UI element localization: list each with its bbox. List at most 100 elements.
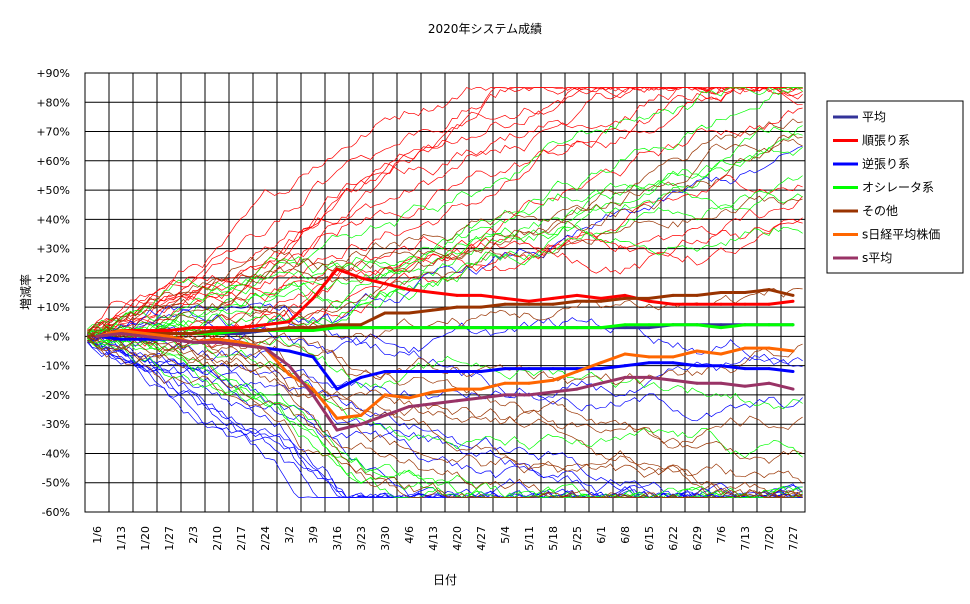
series-point — [215, 340, 219, 344]
series-point — [743, 323, 747, 327]
series-point — [215, 331, 219, 335]
series-point — [503, 296, 507, 300]
background-system-line — [87, 330, 803, 498]
x-tick-label: 5/11 — [523, 526, 536, 551]
legend-label: 順張り系 — [862, 134, 910, 148]
series-point — [551, 302, 555, 306]
series-point — [791, 299, 795, 303]
series-point — [599, 296, 603, 300]
series-point — [479, 387, 483, 391]
background-system-lines — [87, 87, 803, 498]
series-point — [167, 331, 171, 335]
series-point — [431, 402, 435, 406]
series-point — [503, 367, 507, 371]
background-system-line — [87, 87, 803, 331]
x-tick-label: 7/13 — [739, 526, 752, 551]
series-point — [575, 326, 579, 330]
series-point — [527, 393, 531, 397]
series-point — [167, 329, 171, 333]
series-point — [287, 372, 291, 376]
x-tick-label: 5/18 — [547, 526, 560, 551]
background-system-line — [87, 334, 803, 498]
series-point — [335, 387, 339, 391]
legend-label: s平均 — [862, 251, 892, 265]
x-tick-label: 1/6 — [91, 526, 104, 544]
series-point — [239, 329, 243, 333]
series-point — [431, 291, 435, 294]
y-tick-label: +90% — [36, 67, 70, 80]
y-tick-label: +0% — [43, 330, 70, 343]
background-system-line — [87, 335, 803, 498]
series-point — [407, 326, 411, 330]
y-tick-label: +60% — [36, 155, 70, 168]
series-point — [647, 375, 651, 379]
series-point — [695, 302, 699, 306]
series-point — [455, 305, 459, 309]
series-point — [335, 326, 339, 330]
grid — [85, 73, 805, 512]
series-point — [167, 334, 171, 338]
series-point — [143, 334, 147, 338]
series-point — [215, 326, 219, 330]
series-point — [335, 416, 339, 420]
series-point — [671, 293, 675, 297]
x-tick-label: 4/6 — [403, 526, 416, 544]
series-point — [335, 267, 339, 271]
series-point — [551, 390, 555, 394]
series-point — [215, 337, 219, 341]
series-point — [695, 364, 699, 368]
series-point — [527, 381, 531, 385]
series-point — [431, 308, 435, 312]
series-point — [383, 393, 387, 397]
series-point — [623, 364, 627, 368]
series-point — [479, 305, 483, 309]
series-point — [503, 381, 507, 385]
series-point — [383, 311, 387, 315]
series-point — [431, 326, 435, 330]
series-point — [191, 326, 195, 330]
background-system-line — [87, 334, 803, 459]
series-point — [335, 428, 339, 432]
series-point — [143, 331, 147, 335]
series-point — [791, 323, 795, 327]
series-point — [215, 329, 219, 333]
series-point — [719, 326, 723, 330]
legend-label: その他 — [862, 204, 898, 218]
series-point — [359, 413, 363, 417]
y-axis-label: 増減率 — [18, 274, 33, 310]
series-point — [575, 293, 579, 297]
x-tick-label: 7/6 — [715, 526, 728, 544]
series-point — [551, 296, 555, 300]
x-tick-label: 3/2 — [283, 526, 296, 544]
y-tick-label: +40% — [36, 213, 70, 226]
series-point — [119, 329, 123, 333]
series-point — [695, 381, 699, 385]
series-point — [791, 387, 795, 391]
y-tick-label: -20% — [42, 389, 70, 402]
x-tick-label: 6/29 — [691, 526, 704, 551]
x-tick-label: 4/27 — [475, 526, 488, 551]
series-point — [575, 387, 579, 391]
series-point — [287, 326, 291, 330]
series-point — [311, 355, 315, 359]
x-tick-label: 2/3 — [187, 526, 200, 544]
series-point — [263, 323, 267, 327]
series-point — [383, 282, 387, 286]
series-point — [359, 326, 363, 330]
chart-title: 2020年システム成績 — [428, 22, 542, 36]
x-tick-label: 2/24 — [259, 526, 272, 551]
y-tick-label: +80% — [36, 96, 70, 109]
series-line — [96, 267, 794, 338]
series-point — [383, 413, 387, 417]
series-point — [479, 293, 483, 297]
series-point — [575, 299, 579, 303]
x-tick-label: 5/4 — [499, 526, 512, 544]
series-point — [599, 299, 603, 303]
series-point — [695, 293, 699, 297]
legend-label: 平均 — [862, 110, 886, 124]
series-point — [767, 346, 771, 350]
background-system-line — [87, 333, 803, 498]
series-point — [623, 352, 627, 356]
series-point — [743, 367, 747, 371]
series-point — [551, 326, 555, 330]
